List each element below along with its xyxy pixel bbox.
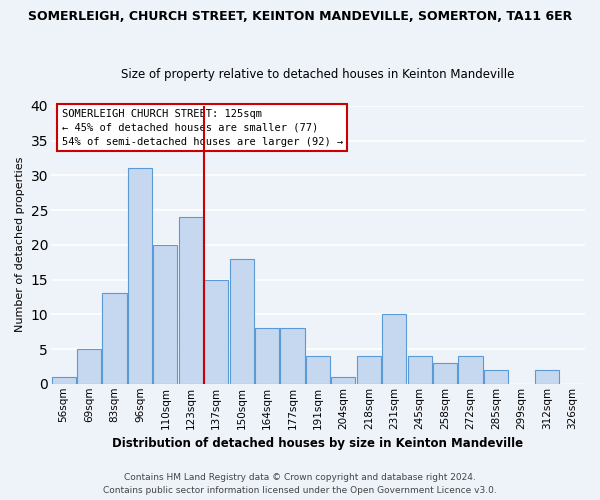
Bar	[331, 377, 355, 384]
Bar	[52, 377, 76, 384]
Bar	[306, 356, 330, 384]
Title: Size of property relative to detached houses in Keinton Mandeville: Size of property relative to detached ho…	[121, 68, 515, 81]
Bar	[407, 356, 432, 384]
Text: SOMERLEIGH, CHURCH STREET, KEINTON MANDEVILLE, SOMERTON, TA11 6ER: SOMERLEIGH, CHURCH STREET, KEINTON MANDE…	[28, 10, 572, 23]
X-axis label: Distribution of detached houses by size in Keinton Mandeville: Distribution of detached houses by size …	[112, 437, 524, 450]
Bar	[103, 294, 127, 384]
Bar	[357, 356, 381, 384]
Bar	[77, 349, 101, 384]
Bar	[204, 280, 229, 384]
Bar	[484, 370, 508, 384]
Bar	[382, 314, 406, 384]
Text: SOMERLEIGH CHURCH STREET: 125sqm
← 45% of detached houses are smaller (77)
54% o: SOMERLEIGH CHURCH STREET: 125sqm ← 45% o…	[62, 108, 343, 146]
Bar	[128, 168, 152, 384]
Text: Contains HM Land Registry data © Crown copyright and database right 2024.
Contai: Contains HM Land Registry data © Crown c…	[103, 474, 497, 495]
Bar	[179, 217, 203, 384]
Bar	[154, 245, 178, 384]
Bar	[255, 328, 279, 384]
Bar	[458, 356, 482, 384]
Bar	[535, 370, 559, 384]
Bar	[433, 363, 457, 384]
Bar	[230, 258, 254, 384]
Y-axis label: Number of detached properties: Number of detached properties	[15, 157, 25, 332]
Bar	[280, 328, 305, 384]
